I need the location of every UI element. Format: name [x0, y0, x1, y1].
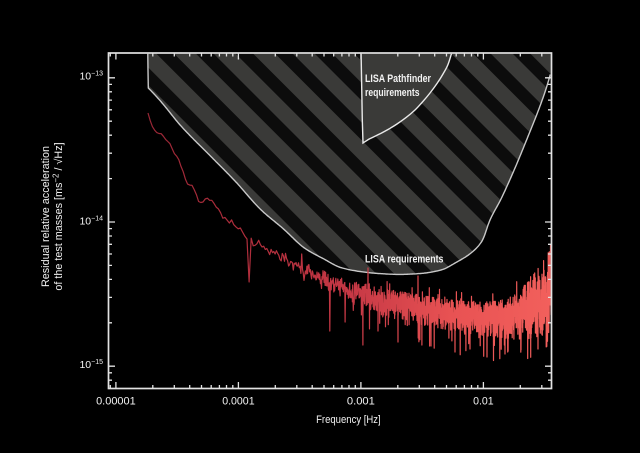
svg-text:0.001: 0.001 — [347, 396, 375, 408]
svg-text:0.00001: 0.00001 — [96, 396, 136, 408]
svg-text:0.01: 0.01 — [473, 396, 494, 408]
svg-text:requirements: requirements — [365, 87, 420, 99]
svg-text:LISA Pathfinder: LISA Pathfinder — [365, 73, 432, 85]
svg-text:Residual relative acceleration: Residual relative acceleration — [40, 146, 52, 287]
svg-text:of the test masses [ms−2 / √Hz: of the test masses [ms−2 / √Hz] — [52, 142, 65, 290]
svg-text:LISA requirements: LISA requirements — [365, 254, 444, 266]
svg-text:Frequency [Hz]: Frequency [Hz] — [316, 414, 381, 426]
svg-text:0.0001: 0.0001 — [222, 396, 254, 408]
